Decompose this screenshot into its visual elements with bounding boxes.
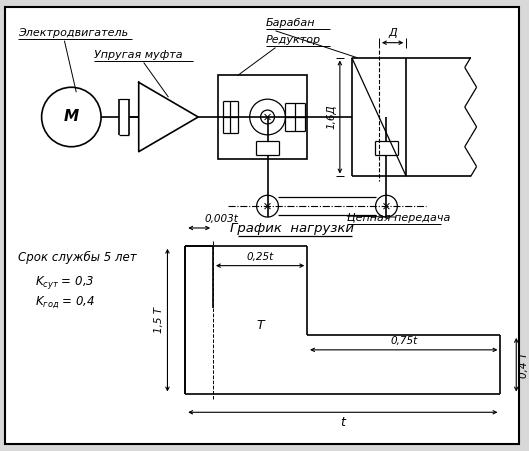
Text: $K_{\mathit{год}}$ = 0,4: $K_{\mathit{год}}$ = 0,4 — [35, 295, 95, 310]
Text: М: М — [64, 110, 79, 124]
Text: Редуктор: Редуктор — [266, 35, 321, 45]
Text: Упругая муфта: Упругая муфта — [94, 50, 183, 60]
Text: 1,5 Т: 1,5 Т — [154, 307, 165, 333]
Text: 0,4 Т: 0,4 Т — [519, 352, 529, 378]
Text: 1,6Д: 1,6Д — [327, 105, 337, 129]
Text: Электродвигатель: Электродвигатель — [18, 28, 128, 38]
Text: 0,003t: 0,003t — [204, 214, 238, 224]
Bar — [218, 75, 307, 159]
Text: Т: Т — [256, 318, 264, 331]
Text: Барабан: Барабан — [266, 18, 315, 28]
Text: График  нагрузки: График нагрузки — [230, 222, 354, 235]
Text: t: t — [340, 416, 345, 429]
Text: Срок службы 5 лет: Срок службы 5 лет — [18, 251, 136, 264]
Text: Цепная передача: Цепная передача — [347, 213, 450, 223]
Text: 0,25t: 0,25t — [247, 252, 273, 262]
Text: Д: Д — [388, 28, 397, 38]
Text: $K_{\mathit{сут}}$ = 0,3: $K_{\mathit{сут}}$ = 0,3 — [35, 274, 94, 291]
Text: 0,75t: 0,75t — [390, 336, 417, 346]
